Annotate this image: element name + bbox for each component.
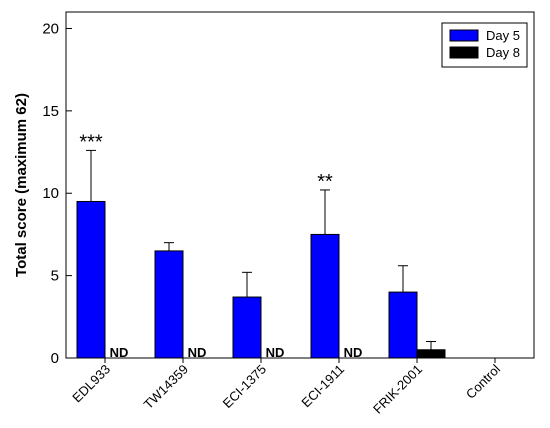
x-tick-label: FRIK-2001 [370, 362, 425, 417]
bars-layer [76, 200, 523, 359]
legend: Day 5 Day 8 [441, 22, 528, 68]
x-tick-label: ECI-1375 [220, 362, 269, 411]
bar-day-5-eci-1911 [310, 233, 340, 359]
y-axis: 0 5 10 15 20 [42, 20, 72, 367]
nd-label: ND [266, 345, 285, 360]
legend-label: Day 8 [486, 45, 520, 60]
y-tick-label: 10 [42, 185, 59, 202]
y-tick-label: 15 [42, 103, 59, 120]
error-bar [86, 149, 96, 202]
nd-label: ND [188, 345, 207, 360]
x-tick-label: ECI-1911 [298, 362, 347, 411]
significance-label: *** [79, 131, 103, 153]
error-bar [398, 265, 408, 293]
nd-label: ND [110, 345, 129, 360]
bar-day-8-frik-2001 [416, 349, 446, 359]
x-tick-label: Control [463, 361, 503, 401]
bar-day-5-eci-1375 [232, 296, 262, 359]
x-tick-label: TW14359 [141, 362, 191, 412]
significance-label: ** [317, 171, 333, 193]
y-axis-label: Total score (maximum 62) [13, 93, 30, 277]
error-bar [164, 242, 174, 251]
bar-day-5-tw14359 [154, 250, 184, 359]
bar-day-5-frik-2001 [388, 291, 418, 359]
y-tick-label: 20 [42, 20, 59, 37]
legend-label: Day 5 [486, 28, 520, 43]
error-bar [242, 271, 252, 298]
nd-label: ND [344, 345, 363, 360]
legend-swatch [449, 46, 479, 59]
y-tick-label: 5 [51, 268, 59, 285]
bar-day-5-edl933 [76, 200, 106, 359]
error-bars-layer [86, 149, 436, 350]
error-bar [426, 341, 436, 350]
x-tick-label: EDL933 [69, 362, 113, 406]
y-tick-label: 0 [51, 350, 59, 367]
legend-swatch [449, 29, 479, 42]
error-bar [320, 189, 330, 235]
annotations-layer: *****ND ND ND ND [79, 131, 362, 360]
plot-frame [65, 11, 535, 359]
x-axis: EDL933 TW14359 ECI-1375 ECI-1911 FRIK-2001 Co… [69, 358, 503, 417]
